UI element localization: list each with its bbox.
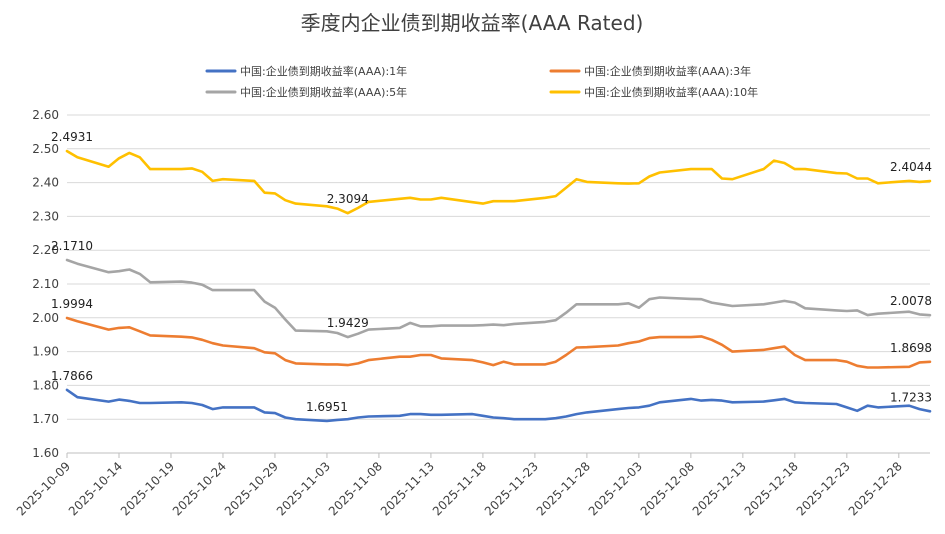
x-tick-label: 2025-12-13 (690, 459, 749, 518)
x-tick-label: 2025-11-18 (430, 459, 489, 518)
x-tick-label: 2025-10-09 (14, 459, 73, 518)
x-tick-label: 2025-12-23 (794, 459, 853, 518)
x-tick-label: 2025-11-08 (326, 459, 385, 518)
series-group (65, 149, 932, 423)
x-tick-label: 2025-10-14 (66, 459, 125, 518)
data-label: 2.4931 (51, 130, 93, 144)
data-label: 1.7866 (51, 369, 93, 383)
x-tick-label: 2025-12-18 (742, 459, 801, 518)
y-tick-label: 1.60 (32, 446, 59, 460)
x-tick-label: 2025-12-08 (638, 459, 697, 518)
x-tick-label: 2025-12-28 (846, 459, 905, 518)
y-tick-label: 2.40 (32, 176, 59, 190)
x-tick-label: 2025-11-23 (482, 459, 541, 518)
legend-label-3: 中国:企业债到期收益率(AAA):5年 (240, 85, 407, 99)
chart-title: 季度内企业债到期收益率(AAA Rated) (301, 11, 644, 35)
data-label: 1.8698 (890, 341, 932, 355)
x-tick-label: 2025-10-29 (222, 459, 281, 518)
y-axis: 1.60 1.70 1.80 1.90 2.00 2.10 2.20 2.30 2.40 2.50… (32, 108, 59, 460)
x-tick-label: 2025-12-03 (586, 459, 645, 518)
series-line-4 (65, 149, 932, 215)
x-tick-label: 2025-11-03 (274, 459, 333, 518)
data-label: 2.1710 (51, 239, 93, 253)
x-tick-label: 2025-11-28 (534, 459, 593, 518)
series-line-3 (65, 258, 932, 339)
y-tick-label: 2.20 (32, 243, 59, 257)
y-tick-label: 1.70 (32, 412, 59, 426)
legend-label-2: 中国:企业债到期收益率(AAA):3年 (584, 64, 751, 78)
data-label: 1.6951 (306, 400, 348, 414)
x-tick-label: 2025-10-19 (118, 459, 177, 518)
y-tick-label: 2.00 (32, 311, 59, 325)
x-axis: 2025-10-092025-10-142025-10-192025-10-24… (14, 453, 905, 518)
legend-label-4: 中国:企业债到期收益率(AAA):10年 (584, 85, 758, 99)
data-labels: 1.7866 1.6951 1.7233 1.9994 1.8698 2.1710 1.94… (51, 130, 932, 414)
y-tick-label: 2.60 (32, 108, 59, 122)
legend: 中国:企业债到期收益率(AAA):1年 中国:企业债到期收益率(AAA):3年中国… (205, 64, 758, 99)
x-tick-label: 2025-10-24 (170, 459, 229, 518)
x-tick-label: 2025-11-13 (378, 459, 437, 518)
y-tick-label: 1.90 (32, 345, 59, 359)
data-label: 1.9994 (51, 297, 93, 311)
data-label: 1.7233 (890, 390, 932, 404)
y-tick-label: 2.50 (32, 142, 59, 156)
series-line-1 (65, 388, 932, 423)
y-tick-label: 2.30 (32, 209, 59, 223)
series-line-2 (65, 316, 932, 369)
data-label: 2.4044 (890, 160, 932, 174)
y-tick-label: 1.80 (32, 378, 59, 392)
data-label: 2.0078 (890, 294, 932, 308)
grid (67, 114, 930, 454)
y-tick-label: 2.10 (32, 277, 59, 291)
legend-label-1: 中国:企业债到期收益率(AAA):1年 (240, 64, 407, 78)
data-label: 1.9429 (327, 316, 369, 330)
data-label: 2.3094 (327, 192, 369, 206)
